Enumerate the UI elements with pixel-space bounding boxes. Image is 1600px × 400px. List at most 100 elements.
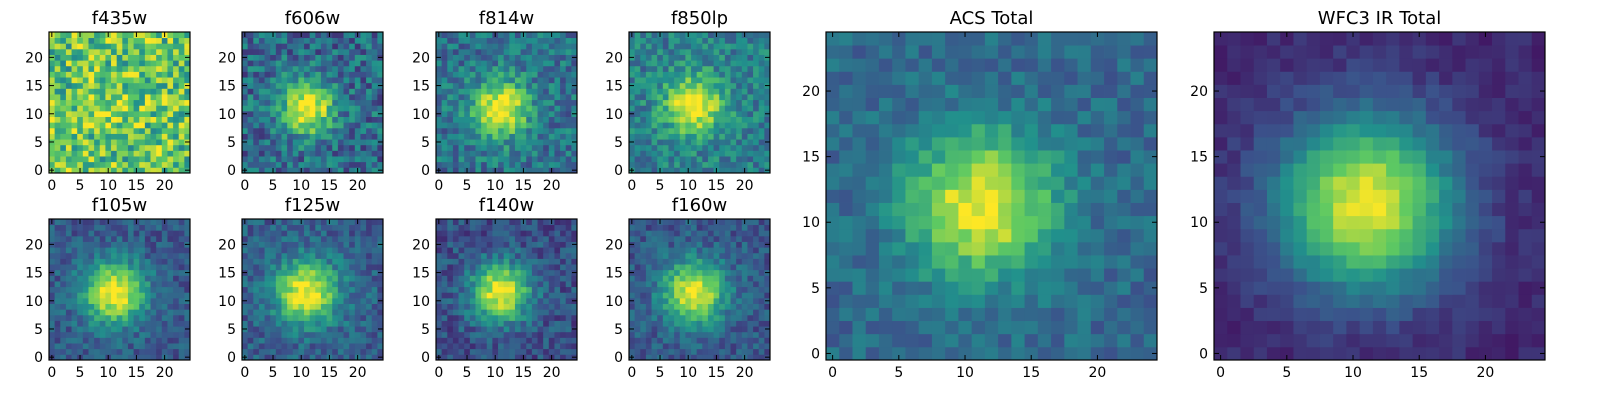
heatmap-cell	[724, 348, 731, 355]
heatmap-cell	[354, 60, 361, 67]
heatmap-cell	[173, 275, 180, 282]
y-tick-label: 0	[421, 350, 430, 366]
heatmap-cell	[60, 37, 67, 44]
heatmap-cell	[634, 99, 641, 106]
heatmap-cell	[298, 235, 305, 242]
heatmap-cell	[264, 54, 271, 61]
heatmap-cell	[127, 150, 134, 157]
heatmap-cell	[514, 60, 521, 67]
heatmap-cell	[349, 110, 356, 117]
heatmap-cell	[543, 331, 550, 338]
heatmap-cell	[674, 94, 681, 101]
heatmap-cell	[184, 235, 191, 242]
heatmap-cell	[242, 252, 249, 259]
heatmap-cell	[144, 65, 151, 72]
heatmap-cell	[298, 264, 305, 271]
heatmap-cell	[88, 150, 95, 157]
heatmap-cell	[366, 82, 373, 89]
heatmap-cell	[298, 122, 305, 129]
heatmap-cell	[167, 314, 174, 321]
heatmap-cell	[343, 37, 350, 44]
heatmap-cell	[543, 133, 550, 140]
heatmap-cell	[366, 161, 373, 168]
heatmap-cell	[696, 82, 703, 89]
heatmap-cell	[349, 32, 356, 39]
heatmap-cell	[133, 77, 140, 84]
heatmap-cell	[99, 167, 106, 174]
heatmap-cell	[713, 343, 720, 350]
heatmap-cell	[514, 326, 521, 333]
heatmap-cell	[764, 281, 771, 288]
heatmap-cell	[560, 219, 567, 226]
heatmap-cell	[475, 224, 482, 231]
heatmap-cell	[127, 105, 134, 112]
heatmap-cell	[668, 167, 675, 174]
heatmap-cell	[537, 105, 544, 112]
heatmap-cell	[469, 139, 476, 146]
heatmap-cell	[537, 156, 544, 163]
heatmap-cell	[685, 286, 692, 293]
heatmap-cell	[492, 65, 499, 72]
heatmap-cell	[377, 116, 384, 123]
heatmap-cell	[696, 292, 703, 299]
heatmap-cell	[537, 88, 544, 95]
heatmap-cell	[481, 116, 488, 123]
heatmap-cell	[320, 264, 327, 271]
heatmap-cell	[629, 156, 636, 163]
heatmap-cell	[441, 286, 448, 293]
heatmap-cell	[281, 94, 288, 101]
heatmap-cell	[150, 110, 157, 117]
heatmap-cell	[662, 65, 669, 72]
heatmap-cell	[520, 343, 527, 350]
heatmap-cell	[253, 48, 260, 55]
heatmap-cell	[520, 292, 527, 299]
heatmap-cell	[173, 37, 180, 44]
heatmap-cell	[679, 303, 686, 310]
heatmap-cell	[651, 343, 658, 350]
heatmap-cell	[173, 122, 180, 129]
heatmap-cell	[724, 337, 731, 344]
heatmap-cell	[242, 247, 249, 254]
heatmap-cell	[492, 303, 499, 310]
heatmap-cell	[498, 331, 505, 338]
heatmap-cell	[377, 94, 384, 101]
heatmap-cell	[105, 286, 112, 293]
heatmap-cell	[464, 292, 471, 299]
heatmap-cell	[71, 219, 78, 226]
heatmap-cell	[111, 77, 118, 84]
heatmap-cell	[360, 37, 367, 44]
heatmap-cell	[343, 110, 350, 117]
heatmap-cell	[458, 156, 465, 163]
heatmap-cell	[492, 241, 499, 248]
heatmap-cell	[475, 348, 482, 355]
heatmap-cell	[360, 156, 367, 163]
heatmap-cell	[554, 150, 561, 157]
heatmap-cell	[452, 235, 459, 242]
heatmap-cell	[371, 48, 378, 55]
heatmap-cell	[498, 43, 505, 50]
heatmap-cell	[253, 292, 260, 299]
heatmap-cell	[77, 264, 84, 271]
heatmap-cell	[343, 105, 350, 112]
heatmap-cell	[537, 144, 544, 151]
heatmap-cell	[565, 348, 572, 355]
heatmap-cell	[691, 32, 698, 39]
heatmap-cell	[264, 156, 271, 163]
heatmap-cell	[178, 71, 185, 78]
heatmap-cell	[548, 43, 555, 50]
heatmap-cell	[719, 37, 726, 44]
heatmap-cell	[122, 99, 129, 106]
heatmap-cell	[247, 139, 254, 146]
heatmap-cell	[304, 65, 311, 72]
heatmap-cell	[139, 60, 146, 67]
heatmap-cell	[99, 281, 106, 288]
heatmap-cell	[719, 156, 726, 163]
heatmap-cell	[105, 247, 112, 254]
heatmap-cell	[304, 252, 311, 259]
heatmap-cell	[436, 258, 443, 265]
heatmap-cell	[144, 105, 151, 112]
heatmap-cell	[554, 219, 561, 226]
heatmap-cell	[270, 82, 277, 89]
heatmap-cell	[264, 122, 271, 129]
heatmap-cell	[464, 224, 471, 231]
